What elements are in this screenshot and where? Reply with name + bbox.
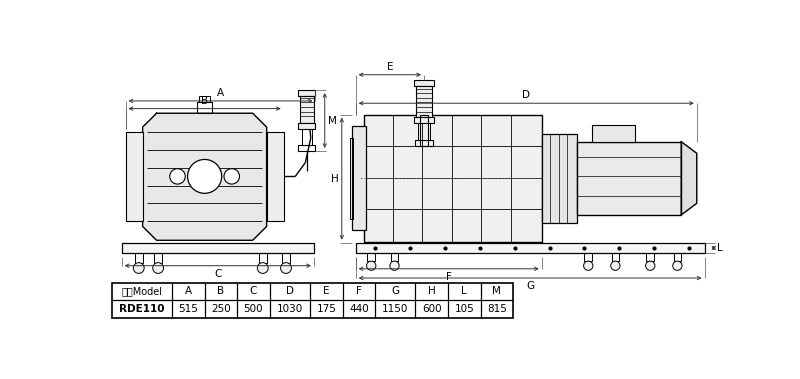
Bar xyxy=(266,133,284,221)
Bar xyxy=(414,117,434,123)
Text: 型号Model: 型号Model xyxy=(122,286,162,296)
Bar xyxy=(298,145,315,151)
Bar xyxy=(282,254,290,263)
Text: G: G xyxy=(391,286,399,296)
Circle shape xyxy=(673,261,682,270)
Text: 250: 250 xyxy=(211,304,230,314)
Bar xyxy=(112,283,513,318)
Text: E: E xyxy=(323,286,330,296)
Circle shape xyxy=(584,261,593,270)
Text: F: F xyxy=(446,272,452,282)
Bar xyxy=(390,254,398,261)
Bar xyxy=(298,90,315,96)
Text: L: L xyxy=(462,286,467,296)
Text: 175: 175 xyxy=(316,304,336,314)
Bar xyxy=(126,133,142,221)
Circle shape xyxy=(610,261,620,270)
Text: E: E xyxy=(386,62,393,72)
Circle shape xyxy=(187,160,222,193)
Bar xyxy=(356,243,705,254)
Bar xyxy=(300,96,314,123)
Text: M: M xyxy=(328,116,337,125)
Bar xyxy=(420,115,428,146)
Text: C: C xyxy=(214,269,222,279)
Polygon shape xyxy=(682,142,697,215)
Bar xyxy=(577,142,682,215)
Text: M: M xyxy=(492,286,502,296)
Bar xyxy=(259,254,266,263)
Bar xyxy=(154,254,162,263)
Bar xyxy=(646,254,654,261)
Circle shape xyxy=(153,263,163,273)
Circle shape xyxy=(281,263,291,273)
Circle shape xyxy=(390,261,399,270)
Circle shape xyxy=(134,263,144,273)
Text: 1030: 1030 xyxy=(277,304,303,314)
Text: B: B xyxy=(201,96,208,105)
Circle shape xyxy=(258,263,268,273)
Text: 1150: 1150 xyxy=(382,304,409,314)
Text: C: C xyxy=(250,286,257,296)
Bar xyxy=(584,254,592,261)
Text: 105: 105 xyxy=(454,304,474,314)
Text: D: D xyxy=(522,90,530,100)
Bar xyxy=(367,254,375,261)
Bar xyxy=(414,140,434,146)
Circle shape xyxy=(366,261,376,270)
Bar xyxy=(199,96,210,102)
Bar xyxy=(418,123,430,140)
Bar xyxy=(135,254,142,263)
Text: 440: 440 xyxy=(349,304,369,314)
Text: D: D xyxy=(286,286,294,296)
Text: L: L xyxy=(717,243,722,253)
Bar xyxy=(611,254,619,261)
Text: B: B xyxy=(218,286,225,296)
Bar xyxy=(592,125,634,142)
Text: G: G xyxy=(526,281,534,291)
Bar xyxy=(197,102,212,113)
Text: 815: 815 xyxy=(487,304,506,314)
Text: H: H xyxy=(331,174,338,184)
Text: A: A xyxy=(217,88,224,98)
Circle shape xyxy=(170,169,186,184)
Circle shape xyxy=(646,261,655,270)
Bar xyxy=(122,243,314,254)
Bar xyxy=(674,254,682,261)
Polygon shape xyxy=(142,113,266,240)
Bar xyxy=(350,138,354,219)
Text: 600: 600 xyxy=(422,304,442,314)
Text: H: H xyxy=(428,286,435,296)
Bar xyxy=(363,115,542,242)
Text: A: A xyxy=(185,286,192,296)
Bar xyxy=(302,129,311,145)
Text: RDE110: RDE110 xyxy=(119,304,165,314)
Text: F: F xyxy=(356,286,362,296)
Bar xyxy=(414,80,434,86)
Bar xyxy=(416,86,432,117)
Text: 515: 515 xyxy=(178,304,198,314)
Bar xyxy=(352,126,366,230)
Circle shape xyxy=(224,169,239,184)
Bar xyxy=(542,134,577,222)
Bar xyxy=(298,123,315,129)
Text: 500: 500 xyxy=(244,304,263,314)
